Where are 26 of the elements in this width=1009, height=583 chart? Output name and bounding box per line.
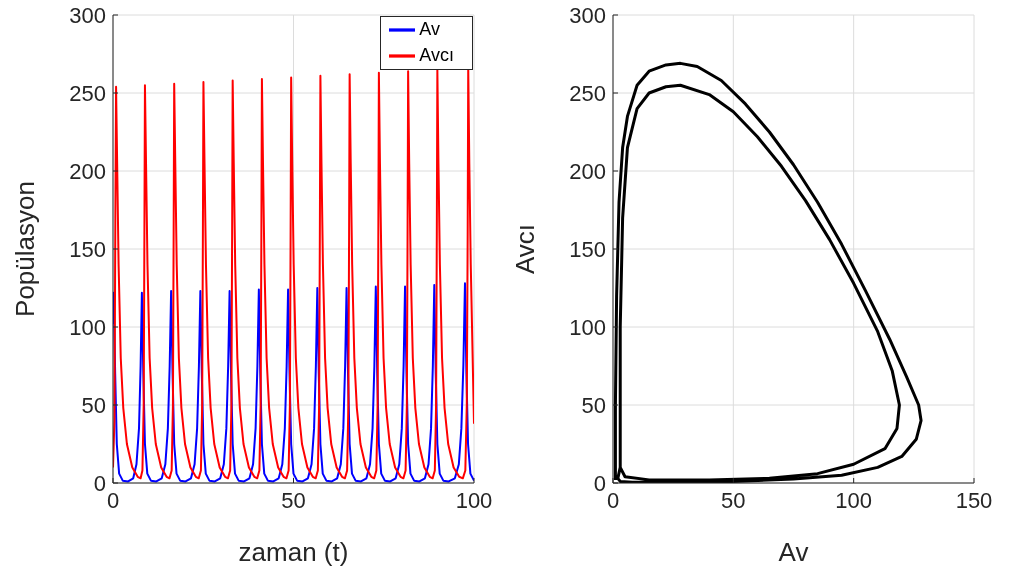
y-axis-title: Popülasyon xyxy=(10,181,41,317)
x-tick-label: 50 xyxy=(721,487,746,513)
y-tick-label: 200 xyxy=(569,158,606,184)
x-tick-label: 150 xyxy=(955,487,993,513)
legend-label: Av xyxy=(419,18,440,39)
y-tick-label: 100 xyxy=(69,314,106,340)
y-tick-label: 100 xyxy=(569,314,606,340)
line-series xyxy=(613,61,923,483)
y-tick-label: 150 xyxy=(569,236,606,262)
y-tick-label: 50 xyxy=(581,392,606,418)
y-tick-label: 250 xyxy=(69,80,106,106)
y-axis-title: Avcı xyxy=(510,223,541,275)
y-tick-label: 300 xyxy=(69,2,106,28)
x-tick-label: 100 xyxy=(835,487,873,513)
y-tick-label: 0 xyxy=(593,470,606,496)
y-tick-label: 0 xyxy=(93,470,106,496)
y-tick-label: 50 xyxy=(81,392,106,418)
y-tick-label: 300 xyxy=(569,2,606,28)
legend-label: Avcı xyxy=(419,44,454,65)
y-tick-label: 250 xyxy=(569,80,606,106)
y-tick-label: 150 xyxy=(69,236,106,262)
y-tick-label: 200 xyxy=(69,158,106,184)
x-axis-title: Av xyxy=(778,537,809,567)
x-axis-title: zaman (t) xyxy=(238,537,349,567)
x-tick-label: 50 xyxy=(281,487,306,513)
x-tick-label: 100 xyxy=(455,487,493,513)
